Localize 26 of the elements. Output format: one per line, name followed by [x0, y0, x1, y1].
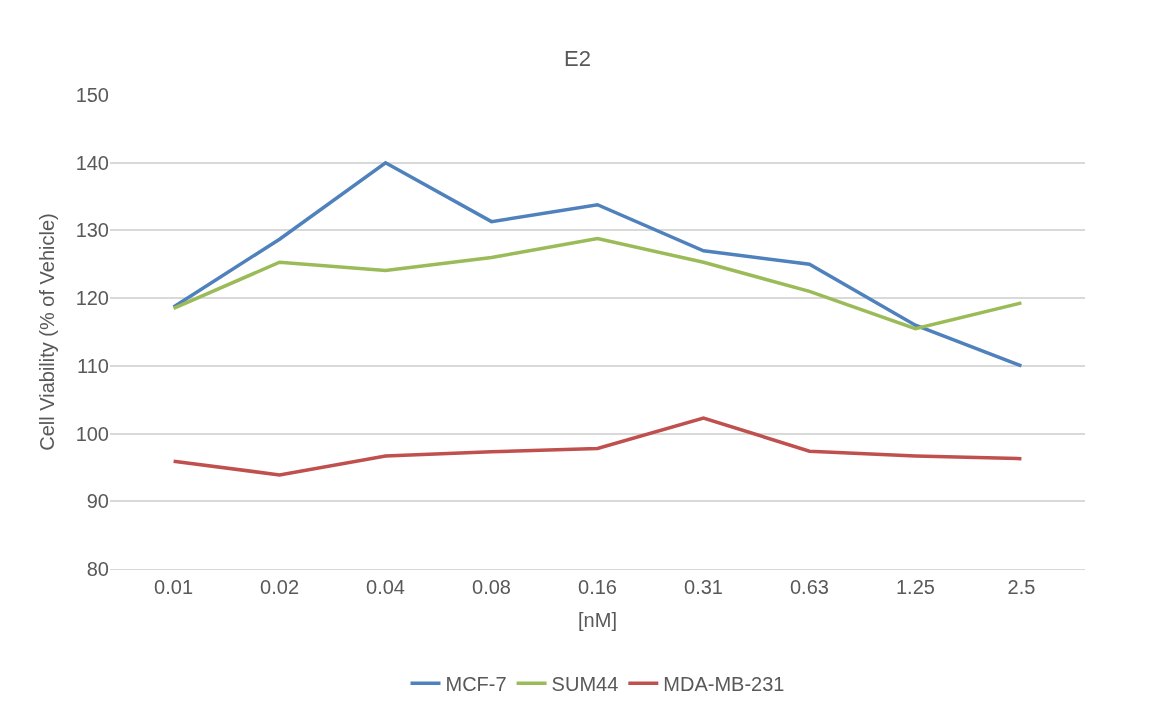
- line-series: [171, 160, 1024, 368]
- line-series: [171, 236, 1024, 331]
- x-tick-label: 0.02: [260, 576, 300, 598]
- y-tick-label: 140: [75, 151, 109, 174]
- x-tick-label: 0.01: [154, 576, 194, 598]
- x-axis-title: [nM]: [578, 608, 617, 631]
- x-tick-label: 1.25: [895, 576, 935, 598]
- y-tick-label: 130: [75, 219, 109, 242]
- legend-label: MDA-MB-231: [663, 673, 785, 696]
- x-tick-label: 0.16: [578, 576, 617, 598]
- legend-label: SUM44: [551, 673, 619, 696]
- x-tick-label: 0.04: [366, 576, 406, 598]
- line-series: [171, 416, 1024, 477]
- x-tick-label: 0.63: [789, 576, 829, 598]
- x-tick-label: 2.5: [1007, 576, 1036, 598]
- y-tick-label: 150: [75, 84, 109, 106]
- y-tick-label: 80: [86, 558, 109, 580]
- x-tick-label: 0.08: [472, 576, 511, 598]
- legend-label: MCF-7: [445, 673, 507, 696]
- y-tick-label: 120: [75, 287, 109, 310]
- x-tick-label: 0.31: [684, 576, 723, 598]
- chart-title: E2: [564, 45, 591, 71]
- y-tick-label: 110: [77, 354, 109, 377]
- y-tick-label: 90: [86, 490, 109, 513]
- y-tick-label: 100: [75, 422, 109, 445]
- y-axis-title: Cell Viability (% of Vehicle): [36, 213, 59, 451]
